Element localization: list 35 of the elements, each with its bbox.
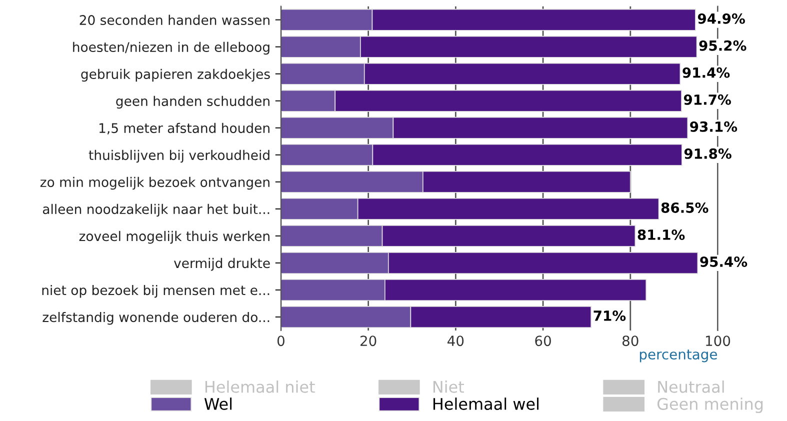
y-tick-label: thuisblijven bij verkoudheid xyxy=(88,150,270,163)
x-tick-label: 40 xyxy=(448,336,464,346)
total-label: 95.2% xyxy=(699,40,746,51)
x-tick-label: 0 xyxy=(277,336,284,346)
legend-label: Neutraal xyxy=(658,380,724,393)
y-tick-label: zoveel mogelijk thuis werken xyxy=(79,230,270,244)
x-tick-label: 100 xyxy=(706,336,730,346)
y-tick-label: gebruik papieren zakdoekjes xyxy=(81,68,270,82)
x-tick-label: 80 xyxy=(622,336,638,346)
y-tick-label: 20 seconden handen wassen xyxy=(80,14,270,26)
total-label: 91.4% xyxy=(682,67,730,78)
legend-label: Wel xyxy=(204,398,232,410)
x-tick-label: 20 xyxy=(360,336,376,346)
total-label: 91.7% xyxy=(684,94,731,105)
legend-label: Niet xyxy=(433,380,464,393)
x-tick-label: 60 xyxy=(535,336,551,346)
total-label: 95.4% xyxy=(700,256,748,267)
total-label: 91.8% xyxy=(684,148,732,159)
total-label: 86.5% xyxy=(661,202,708,213)
x-axis-title: percentage xyxy=(640,350,717,362)
y-tick-label: zelfstandig wonende ouderen do... xyxy=(42,312,270,325)
y-tick-label: geen handen schudden xyxy=(116,96,270,109)
legend-label: Helemaal niet xyxy=(205,380,315,393)
total-label: 94.9% xyxy=(698,13,745,24)
y-tick-label: zo min mogelijk bezoek ontvangen xyxy=(40,176,270,190)
legend-label: Helemaal wel xyxy=(433,398,538,410)
legend-label: Geen mening xyxy=(657,398,763,414)
total-label: 81.1% xyxy=(638,229,685,240)
y-tick-label: hoesten/niezen in de elleboog xyxy=(73,42,270,55)
y-tick-label: alleen noodzakelijk naar het buit... xyxy=(42,204,270,217)
y-tick-label: niet op bezoek bij mensen met e... xyxy=(42,284,270,298)
total-label: 71% xyxy=(594,310,626,322)
total-label: 93.1% xyxy=(690,121,738,132)
y-tick-label: vermijd drukte xyxy=(174,258,270,271)
y-tick-label: 1,5 meter afstand houden xyxy=(99,122,270,134)
